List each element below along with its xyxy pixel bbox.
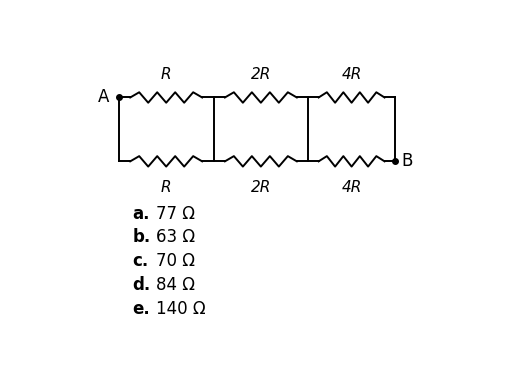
Text: B: B: [401, 152, 412, 170]
Text: b.: b.: [133, 228, 151, 247]
Text: 4R: 4R: [342, 66, 362, 81]
Text: 140 Ω: 140 Ω: [156, 300, 206, 318]
Text: e.: e.: [133, 300, 150, 318]
Text: c.: c.: [133, 252, 149, 270]
Text: a.: a.: [133, 205, 150, 222]
Text: R: R: [161, 66, 172, 81]
Text: 84 Ω: 84 Ω: [156, 276, 195, 294]
Text: 77 Ω: 77 Ω: [156, 205, 195, 222]
Text: 2R: 2R: [250, 180, 271, 195]
Text: R: R: [161, 180, 172, 195]
Text: 63 Ω: 63 Ω: [156, 228, 195, 247]
Text: 2R: 2R: [250, 66, 271, 81]
Text: d.: d.: [133, 276, 151, 294]
Text: 4R: 4R: [342, 180, 362, 195]
Text: A: A: [98, 89, 109, 106]
Text: 70 Ω: 70 Ω: [156, 252, 195, 270]
